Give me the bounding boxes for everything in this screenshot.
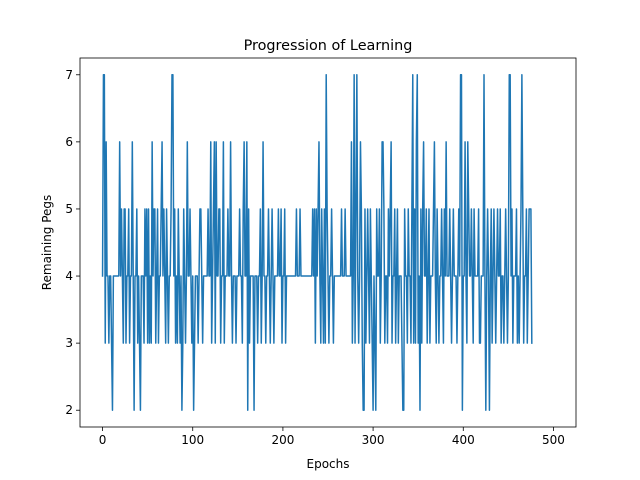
x-tick-label: 500: [542, 433, 565, 447]
plot-area: [101, 74, 533, 411]
y-axis-label: Remaining Pegs: [40, 195, 54, 291]
y-tick-label: 2: [65, 403, 73, 417]
y-tick-label: 7: [65, 68, 73, 82]
axes-frame: [79, 57, 577, 428]
x-tick-label: 300: [362, 433, 385, 447]
x-axis-ticks: 0 100 200 300 400 500: [99, 427, 565, 447]
x-tick-label: 100: [181, 433, 204, 447]
chart-title: Progression of Learning: [244, 38, 413, 54]
series-line-remaining-pegs: [101, 74, 533, 411]
y-axis-ticks: 2 3 4 5 6 7: [65, 68, 80, 417]
x-tick-label: 0: [99, 433, 107, 447]
y-tick-label: 3: [65, 336, 73, 350]
x-axis-label: Epochs: [307, 457, 350, 471]
x-tick-label: 400: [452, 433, 475, 447]
y-tick-label: 6: [65, 135, 73, 149]
y-tick-label: 5: [65, 202, 73, 216]
y-tick-label: 4: [65, 269, 73, 283]
x-tick-label: 200: [271, 433, 294, 447]
